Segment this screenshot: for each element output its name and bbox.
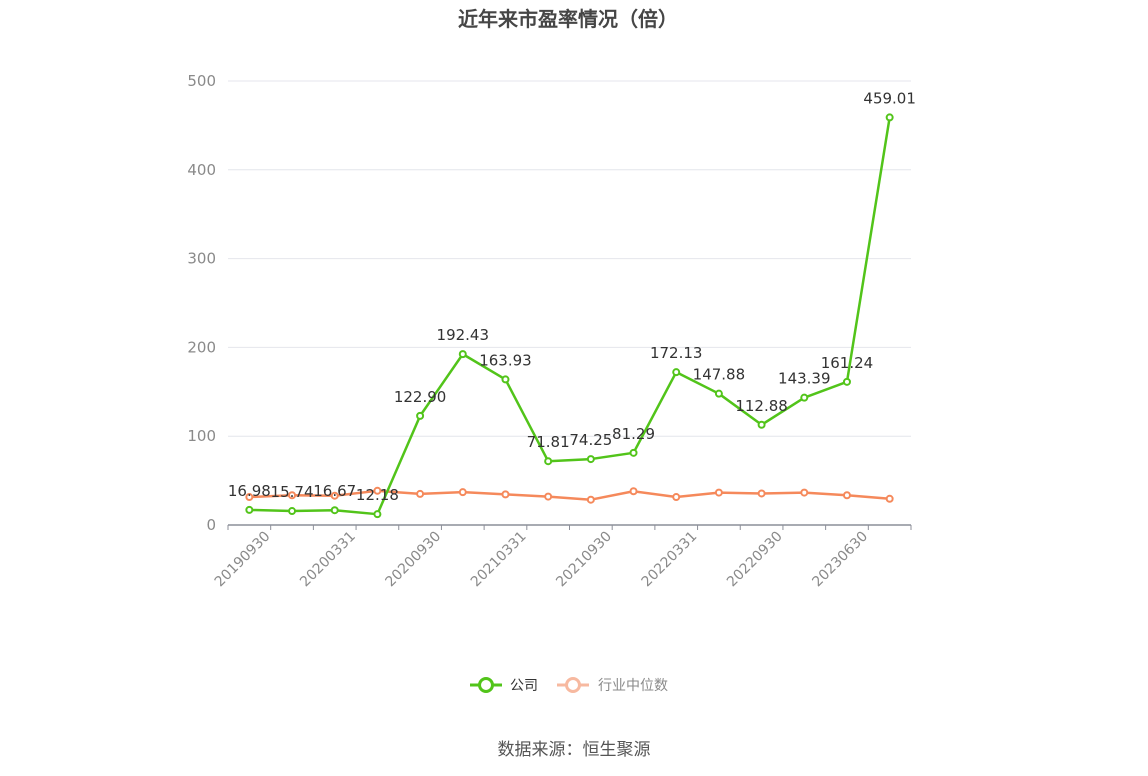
x-tick-label: 20230630 — [809, 529, 871, 591]
data-point-company — [288, 507, 297, 516]
data-point-industry — [458, 488, 467, 497]
y-axis: 0 100 200 300 400 500 — [187, 72, 216, 534]
series-line-company — [249, 117, 891, 516]
data-point-company — [842, 377, 851, 386]
data-label: 172.13 — [650, 344, 703, 362]
data-point-company — [714, 389, 723, 398]
data-label: 161.24 — [821, 354, 874, 372]
x-axis: 20190930 20200331 20200930 20210331 20210930… — [212, 524, 912, 591]
data-label: 16.98 — [228, 482, 271, 500]
x-tick-label: 20210930 — [553, 529, 615, 591]
data-point-company — [245, 505, 254, 514]
data-point-industry — [373, 486, 382, 495]
legend-industry-label: 行业中位数 — [598, 678, 668, 694]
data-point-company — [629, 448, 638, 457]
y-tick-label: 100 — [187, 427, 216, 445]
x-tick-label: 20210331 — [468, 529, 530, 591]
legend-item-industry[interactable]: 行业中位数 — [557, 677, 668, 694]
series-line-industry — [249, 489, 890, 501]
data-point-company — [586, 455, 595, 464]
data-point-company — [885, 113, 894, 122]
data-point-company — [501, 375, 510, 384]
series-company — [245, 113, 894, 519]
legend-company-marker — [478, 677, 494, 693]
data-point-industry — [586, 495, 595, 504]
legend[interactable]: 公司 行业中位数 — [470, 677, 668, 694]
data-point-industry — [800, 488, 809, 497]
y-tick-label: 300 — [187, 250, 216, 268]
data-label: 122.90 — [394, 388, 447, 406]
data-point-company — [544, 457, 553, 466]
data-label: 15.74 — [271, 483, 314, 501]
data-label: 147.88 — [693, 366, 746, 384]
data-point-industry — [544, 492, 553, 501]
data-label: 143.39 — [778, 370, 831, 388]
data-label: 12.18 — [356, 486, 399, 504]
data-point-company — [800, 393, 809, 402]
data-point-company — [458, 350, 467, 359]
data-label: 459.01 — [863, 89, 916, 107]
data-point-industry — [672, 493, 681, 502]
source-note: 数据来源：恒生聚源 — [498, 740, 651, 760]
y-tick-label: 200 — [187, 338, 216, 356]
data-point-company — [330, 506, 339, 515]
data-point-industry — [757, 489, 766, 498]
x-tick-label: 20190930 — [212, 529, 274, 591]
data-point-company — [416, 411, 425, 420]
data-point-industry — [629, 487, 638, 496]
data-label: 16.67 — [313, 482, 356, 500]
series-industry-median — [245, 486, 894, 504]
legend-company-label: 公司 — [510, 678, 538, 694]
data-label: 71.81 — [527, 433, 570, 451]
data-point-company — [373, 510, 382, 519]
data-label: 74.25 — [569, 431, 612, 449]
data-point-industry — [245, 493, 254, 502]
y-tick-label: 0 — [206, 516, 216, 534]
data-point-industry — [714, 488, 723, 497]
y-tick-label: 400 — [187, 161, 216, 179]
x-tick-label: 20220331 — [639, 529, 701, 591]
x-tick-label: 20200331 — [297, 529, 359, 591]
data-point-industry — [288, 491, 297, 500]
x-tick-label: 20220930 — [724, 529, 786, 591]
data-point-industry — [330, 491, 339, 500]
data-label: 192.43 — [437, 326, 490, 344]
data-point-company — [672, 368, 681, 377]
data-label: 81.29 — [612, 425, 655, 443]
data-point-company — [757, 420, 766, 429]
data-labels: 16.98 15.74 16.67 12.18 122.90 192.43 163.93 71… — [228, 89, 916, 504]
y-tick-label: 500 — [187, 72, 216, 90]
data-label: 163.93 — [479, 351, 532, 369]
data-point-industry — [416, 489, 425, 498]
data-point-industry — [501, 490, 510, 499]
x-tick-label: 20200930 — [383, 529, 445, 591]
legend-industry-marker — [565, 677, 581, 693]
data-point-industry — [842, 491, 851, 500]
data-label: 112.88 — [735, 397, 788, 415]
grid-lines — [228, 80, 911, 437]
chart-title: 近年来市盈率情况（倍） — [458, 7, 678, 31]
legend-item-company[interactable]: 公司 — [470, 677, 538, 694]
data-point-industry — [885, 494, 894, 503]
